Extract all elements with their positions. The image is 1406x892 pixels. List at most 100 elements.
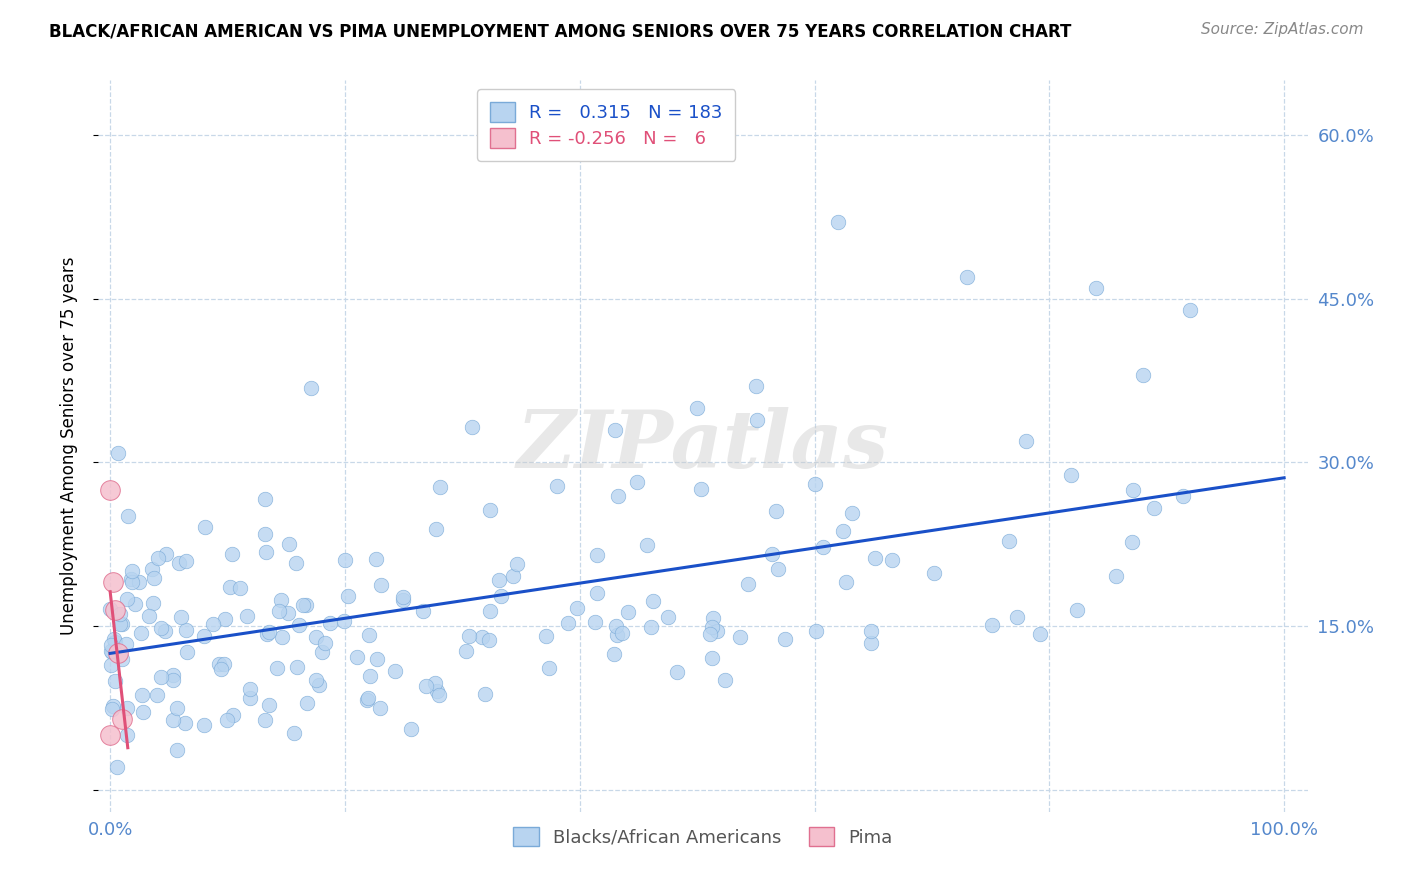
- Point: [636, 538, 658, 552]
- Point: [257, 625, 280, 640]
- Point: [470, 630, 492, 644]
- Point: [101, 702, 124, 716]
- Point: [308, 678, 330, 692]
- Point: [1132, 368, 1154, 382]
- Point: [194, 520, 217, 534]
- Point: [1173, 489, 1195, 503]
- Point: [108, 607, 131, 621]
- Point: [806, 624, 828, 639]
- Point: [690, 483, 713, 497]
- Point: [747, 413, 769, 427]
- Point: [368, 701, 391, 715]
- Point: [714, 673, 737, 687]
- Point: [270, 593, 292, 607]
- Point: [104, 674, 127, 689]
- Point: [314, 636, 336, 650]
- Point: [292, 598, 315, 612]
- Point: [311, 645, 333, 659]
- Point: [1085, 281, 1108, 295]
- Point: [401, 722, 423, 736]
- Point: [295, 696, 318, 710]
- Point: [333, 615, 356, 629]
- Point: [460, 419, 482, 434]
- Point: [212, 657, 235, 671]
- Point: [699, 626, 721, 640]
- Point: [423, 676, 446, 690]
- Point: [150, 621, 173, 635]
- Point: [426, 684, 449, 698]
- Point: [357, 690, 380, 705]
- Point: [117, 509, 139, 524]
- Point: [730, 630, 752, 644]
- Point: [882, 552, 904, 566]
- Point: [412, 604, 434, 618]
- Point: [557, 616, 579, 631]
- Point: [121, 564, 143, 578]
- Point: [603, 423, 626, 437]
- Point: [686, 401, 709, 415]
- Point: [253, 526, 276, 541]
- Point: [665, 665, 688, 680]
- Point: [536, 629, 558, 643]
- Point: [415, 679, 437, 693]
- Point: [236, 608, 259, 623]
- Point: [221, 547, 243, 561]
- Point: [835, 575, 858, 590]
- Point: [115, 728, 138, 742]
- Point: [319, 616, 342, 631]
- Point: [1015, 434, 1038, 448]
- Point: [346, 650, 368, 665]
- Point: [425, 522, 447, 536]
- Point: [1143, 501, 1166, 516]
- Point: [107, 446, 129, 460]
- Point: [370, 577, 392, 591]
- Point: [602, 647, 624, 661]
- Point: [277, 607, 299, 621]
- Point: [766, 562, 789, 576]
- Point: [457, 629, 479, 643]
- Point: [209, 662, 232, 676]
- Point: [287, 617, 309, 632]
- Point: [170, 610, 193, 624]
- Point: [479, 604, 502, 618]
- Point: [120, 572, 142, 586]
- Point: [333, 553, 356, 567]
- Point: [356, 693, 378, 707]
- Point: [176, 645, 198, 659]
- Point: [956, 269, 979, 284]
- Point: [111, 652, 134, 666]
- Point: [1105, 569, 1128, 583]
- Point: [737, 577, 759, 591]
- Point: [149, 670, 172, 684]
- Point: [207, 657, 229, 672]
- Point: [104, 635, 127, 649]
- Point: [1180, 302, 1202, 317]
- Point: [162, 673, 184, 688]
- Point: [567, 600, 589, 615]
- Point: [364, 552, 387, 566]
- Point: [253, 491, 276, 506]
- Point: [1066, 603, 1088, 617]
- Point: [219, 580, 242, 594]
- Point: [761, 547, 783, 561]
- Point: [100, 657, 122, 672]
- Point: [841, 506, 863, 520]
- Point: [98, 728, 121, 742]
- Point: [359, 669, 381, 683]
- Point: [129, 626, 152, 640]
- Point: [128, 575, 150, 590]
- Point: [141, 562, 163, 576]
- Point: [924, 566, 946, 581]
- Point: [607, 489, 630, 503]
- Point: [586, 585, 609, 599]
- Point: [174, 623, 197, 637]
- Point: [138, 609, 160, 624]
- Point: [256, 626, 278, 640]
- Point: [488, 573, 510, 587]
- Point: [174, 716, 197, 731]
- Point: [392, 592, 415, 607]
- Point: [283, 726, 305, 740]
- Point: [479, 503, 502, 517]
- Point: [831, 524, 853, 538]
- Point: [266, 660, 288, 674]
